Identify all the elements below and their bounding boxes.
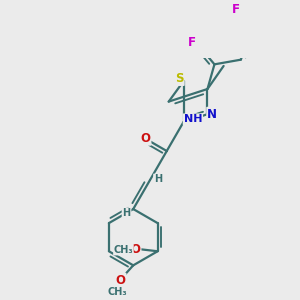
Text: F: F xyxy=(232,3,239,16)
Text: H: H xyxy=(154,174,162,184)
Text: N: N xyxy=(207,108,217,121)
Text: F: F xyxy=(188,36,196,49)
Text: CH₃: CH₃ xyxy=(114,245,133,255)
Text: O: O xyxy=(140,132,151,145)
Text: S: S xyxy=(175,72,184,85)
Text: O: O xyxy=(116,274,125,286)
Text: H: H xyxy=(122,208,130,218)
Text: NH: NH xyxy=(184,114,202,124)
Text: CH₃: CH₃ xyxy=(107,287,127,297)
Text: O: O xyxy=(130,243,140,256)
